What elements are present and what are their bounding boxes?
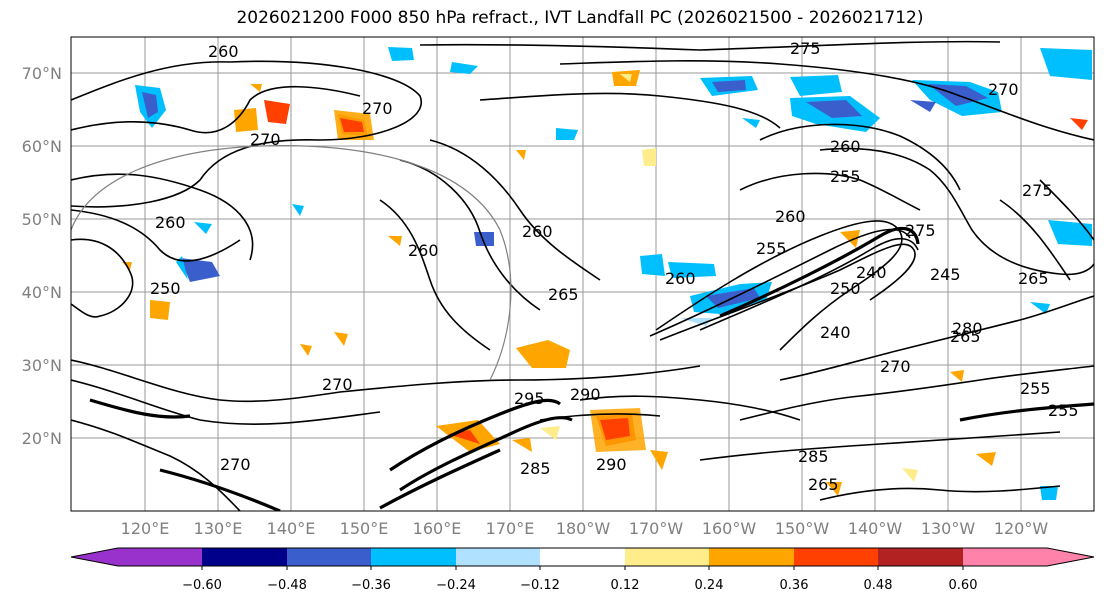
contour-label: 260	[830, 137, 861, 156]
contour-label: 260	[775, 207, 806, 226]
contour-label: 240	[820, 323, 851, 342]
colorbar-extend-high	[1047, 548, 1094, 566]
colorbar-bin	[202, 548, 288, 566]
lat-label: 30°N	[22, 356, 62, 375]
contour-label: 275	[905, 221, 936, 240]
contour-label: 290	[570, 385, 601, 404]
contour-label: 290	[596, 455, 627, 474]
colorbar-tick-label: 0.36	[780, 578, 809, 593]
colorbar-bin	[287, 548, 372, 566]
lat-label: 50°N	[22, 210, 62, 229]
map-border	[70, 36, 1095, 512]
contour-label: 260	[208, 42, 239, 61]
contour-label: 250	[150, 279, 181, 298]
colorbar-tick-label: 0.48	[864, 578, 893, 593]
contour-label: 260	[665, 269, 696, 288]
colorbar-tick-label: 0.60	[949, 578, 978, 593]
colorbar-extend-low	[71, 548, 118, 566]
colorbar-tick-label: −0.60	[182, 578, 222, 593]
colorbar-bin	[794, 548, 879, 566]
lon-label: 150°E	[340, 519, 389, 538]
colorbar-bin	[371, 548, 457, 566]
lon-label: 130°E	[194, 519, 243, 538]
figure-title: 2026021200 F000 850 hPa refract., IVT La…	[236, 8, 924, 28]
contour-label: 270	[322, 375, 353, 394]
contour-label: 275	[1022, 181, 1053, 200]
colorbar-tick-labels: −0.60 −0.48 −0.36 −0.24 −0.12 0.12 0.24 …	[182, 578, 977, 593]
colorbar-tick-label: −0.36	[351, 578, 391, 593]
colorbar-outline	[70, 547, 1095, 567]
lon-label: 140°E	[267, 519, 316, 538]
lon-label: 120°E	[121, 519, 170, 538]
lon-label: 160°W	[702, 519, 757, 538]
contour-label: 270	[880, 357, 911, 376]
contour-label: 240	[856, 263, 887, 282]
latitude-labels: 70°N 60°N 50°N 40°N 30°N 20°N	[22, 64, 62, 448]
colorbar-tick-label: −0.24	[436, 578, 476, 593]
lat-label: 70°N	[22, 64, 62, 83]
contour-label: 275	[790, 39, 821, 58]
colorbar-bin	[878, 548, 964, 566]
lon-label: 180°W	[556, 519, 611, 538]
colorbar-tick-label: −0.48	[267, 578, 307, 593]
contour-label: 295	[514, 389, 545, 408]
contour-label: 255	[756, 239, 787, 258]
tight-gradient-contours	[89, 226, 1094, 511]
lon-label: 170°E	[486, 519, 535, 538]
contour-label: 285	[798, 447, 829, 466]
contour-label: 270	[220, 455, 251, 474]
colorbar	[70, 547, 1095, 570]
contour-label: 260	[408, 241, 439, 260]
colorbar-bin	[118, 548, 203, 566]
colorbar-bin	[540, 548, 626, 566]
contour-label: 265	[1018, 269, 1049, 288]
contour-label: 250	[830, 279, 861, 298]
contour-label: 265	[808, 475, 839, 494]
colorbar-tick-label: 0.12	[611, 578, 640, 593]
lon-label: 140°W	[848, 519, 903, 538]
contour-label: 265	[548, 285, 579, 304]
contour-label: 245	[930, 265, 961, 284]
contour-label: 255	[1020, 379, 1051, 398]
colorbar-bin	[456, 548, 541, 566]
colorbar-tick-label: 0.24	[695, 578, 724, 593]
lon-label: 120°W	[994, 519, 1049, 538]
refractivity-contours	[71, 40, 1094, 511]
contour-label: 270	[988, 80, 1019, 99]
colorbar-tick-label: −0.12	[520, 578, 560, 593]
lat-label: 60°N	[22, 137, 62, 156]
contour-label: 260	[522, 222, 553, 241]
longitude-labels: 120°E 130°E 140°E 150°E 160°E 170°E 180°…	[121, 519, 1049, 538]
contour-label: 270	[250, 130, 281, 149]
contour-label: 260	[155, 213, 186, 232]
lat-label: 40°N	[22, 283, 62, 302]
colorbar-bin	[963, 548, 1048, 566]
contour-label: 280	[952, 319, 983, 338]
contour-label: 255	[830, 167, 861, 186]
colorbar-bin	[625, 548, 710, 566]
contour-label: 270	[362, 99, 393, 118]
contour-labels: 260 275 270 270 270 260 260 255 260 260 …	[150, 39, 1079, 494]
contour-label: 265	[950, 327, 981, 346]
lat-label: 20°N	[22, 429, 62, 448]
reference-outline	[71, 145, 512, 381]
lon-label: 160°E	[413, 519, 462, 538]
lon-label: 170°W	[629, 519, 684, 538]
colorbar-bin	[709, 548, 795, 566]
lon-label: 130°W	[921, 519, 976, 538]
lon-label: 150°W	[775, 519, 830, 538]
contour-label: 255	[1048, 401, 1079, 420]
contour-label: 285	[520, 459, 551, 478]
